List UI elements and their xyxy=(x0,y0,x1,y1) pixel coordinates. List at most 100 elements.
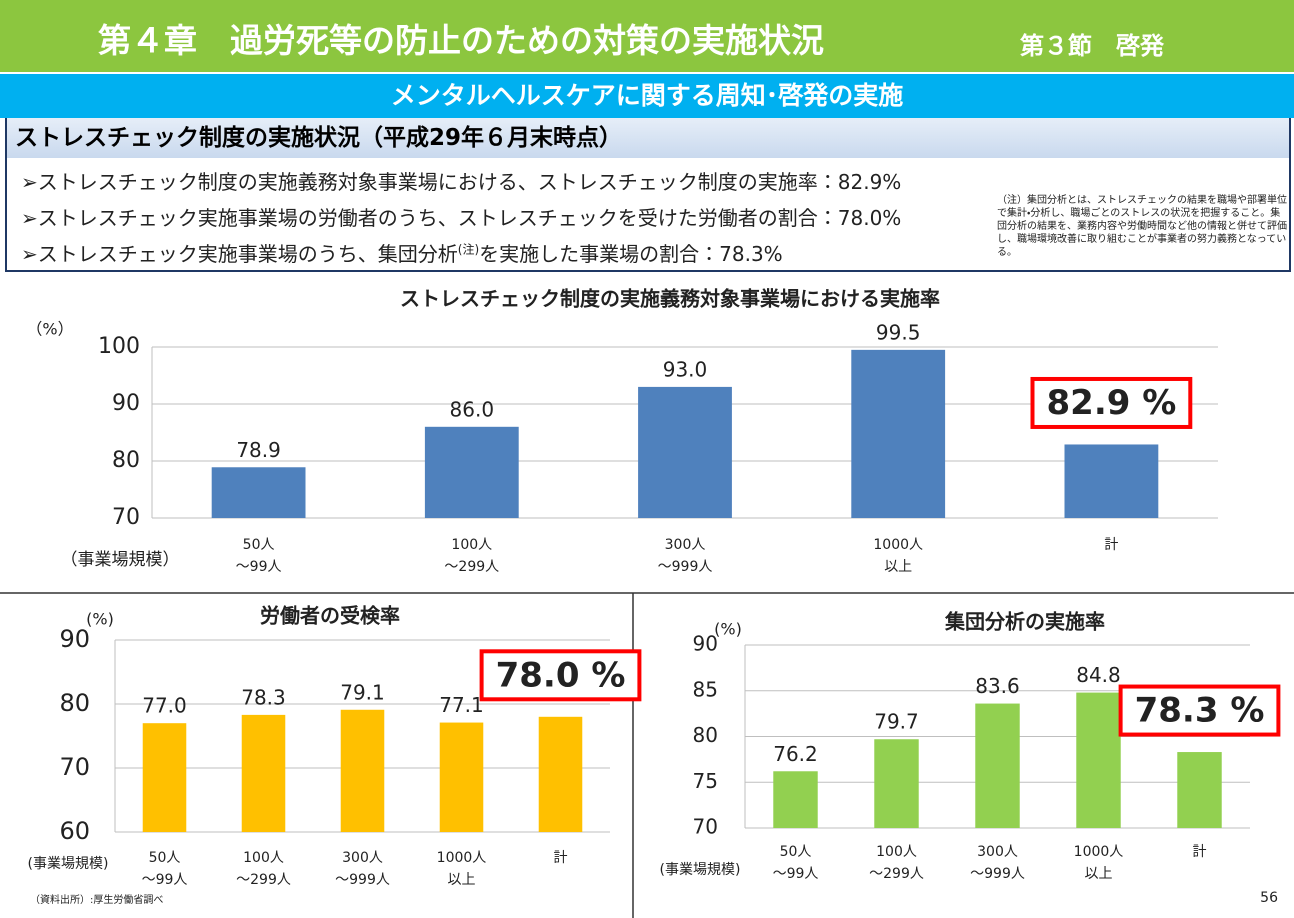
label-line: ～99人 xyxy=(773,866,819,882)
label-line: 50人 xyxy=(780,844,812,860)
bar xyxy=(211,467,306,518)
y-tick-label: 60 xyxy=(59,817,90,845)
y-tick-label: 90 xyxy=(59,625,90,653)
bar xyxy=(773,771,818,828)
label-line: 100人 xyxy=(876,844,917,860)
bar xyxy=(975,703,1020,828)
bar xyxy=(1064,444,1159,518)
x-axis-label: （事業場規模） xyxy=(61,550,180,570)
label-line: 300人 xyxy=(977,844,1018,860)
label-line: 計 xyxy=(554,850,568,866)
x-tick-label: 1000人以上 xyxy=(437,850,487,888)
label-line: ～999人 xyxy=(970,866,1025,882)
bullet-text: ストレスチェック制度の実施義務対象事業場における、ストレスチェック制度の実施率：… xyxy=(37,170,902,194)
x-tick-label: 計 xyxy=(1104,537,1118,553)
bullet-text: ストレスチェック実施事業場の労働者のうち、ストレスチェックを受けた労働者の割合：… xyxy=(37,206,902,230)
y-tick-label: 70 xyxy=(693,815,718,839)
bar xyxy=(874,739,919,828)
bullet: ストレスチェック制度の実施義務対象事業場における、ストレスチェック制度の実施率：… xyxy=(21,166,902,195)
value-label: 78.3 % xyxy=(1135,691,1265,731)
y-unit: (%) xyxy=(86,610,114,629)
y-unit: （%） xyxy=(26,320,73,339)
highlight-box xyxy=(1118,684,1281,737)
x-tick-label: 計 xyxy=(554,850,568,866)
note-ref: (注) xyxy=(457,242,480,257)
bar xyxy=(1177,752,1222,828)
bullet-text: ストレスチェック実施事業場のうち、集団分析 xyxy=(37,242,458,266)
value-label: 79.7 xyxy=(874,710,919,734)
label-line: ～299人 xyxy=(869,866,924,882)
value-label: 76.2 xyxy=(773,742,818,766)
label-line: 計 xyxy=(1193,844,1207,860)
chart-title: ストレスチェック制度の実施義務対象事業場における実施率 xyxy=(400,287,940,311)
y-unit: (%) xyxy=(714,620,742,639)
label-line: 100人 xyxy=(243,850,284,866)
x-axis-label: (事業場規模) xyxy=(660,862,741,878)
label-line: 以上 xyxy=(1085,866,1113,882)
chart-title: 労働者の受検率 xyxy=(260,604,400,628)
label-line: 以上 xyxy=(448,872,476,888)
y-tick-label: 70 xyxy=(112,505,140,530)
label-line: ～99人 xyxy=(142,872,188,888)
value-label: 77.0 xyxy=(142,694,187,718)
y-tick-label: 75 xyxy=(693,769,718,793)
value-label: 78.9 xyxy=(236,438,281,462)
bar xyxy=(1076,692,1121,828)
label-line: ～999人 xyxy=(658,559,713,575)
x-tick-label: 50人 ～99人 xyxy=(773,844,819,882)
label-line: 50人 xyxy=(149,850,181,866)
page-number: 56 xyxy=(1260,890,1278,906)
summary-box: ストレスチェック制度の実施状況（平成29年６月末時点） ストレスチェック制度の実… xyxy=(5,118,1291,272)
header-section: 第３節 啓発 xyxy=(1020,32,1164,60)
x-tick-label: 50人 ～99人 xyxy=(236,537,282,575)
y-tick-label: 80 xyxy=(112,448,140,473)
x-tick-label: 300人 ～999人 xyxy=(658,537,713,575)
bar xyxy=(851,349,946,518)
label-line: 1000人 xyxy=(1074,844,1124,860)
y-tick-label: 80 xyxy=(59,689,90,717)
value-label: 84.8 xyxy=(1076,663,1121,687)
bar xyxy=(538,716,583,832)
y-tick-label: 100 xyxy=(98,334,140,359)
subheader: メンタルヘルスケアに関する周知･啓発の実施 xyxy=(0,74,1294,118)
bar xyxy=(424,426,519,518)
value-label: 78.0 % xyxy=(496,655,626,695)
y-tick-label: 90 xyxy=(112,391,140,416)
label-line: 以上 xyxy=(884,559,912,575)
note: （注）集団分析とは、ストレスチェックの結果を職場や部署単位で集計・分析し、職場ご… xyxy=(997,195,1287,258)
x-tick-label: 50人 ～99人 xyxy=(142,850,188,888)
label-line: 1000人 xyxy=(437,850,487,866)
label-line: ～299人 xyxy=(444,559,499,575)
y-tick-label: 85 xyxy=(693,677,718,701)
label-line: ～99人 xyxy=(236,559,282,575)
header: 第４章 過労死等の防止のための対策の実施状況 第３節 啓発 xyxy=(0,0,1294,72)
x-tick-label: 100人 ～299人 xyxy=(236,850,291,888)
chart-title: 集団分析の実施率 xyxy=(944,610,1105,634)
value-label: 86.0 xyxy=(450,397,495,421)
value-label: 77.1 xyxy=(439,693,484,717)
label-line: ～299人 xyxy=(236,872,291,888)
highlight-box xyxy=(479,649,642,702)
bar xyxy=(241,714,286,832)
value-label: 78.3 xyxy=(241,685,286,709)
value-label: 93.0 xyxy=(663,357,708,381)
value-label: 82.9 % xyxy=(1047,383,1177,423)
value-label: 83.6 xyxy=(975,674,1020,698)
bar xyxy=(638,386,732,518)
x-tick-label: 300人 ～999人 xyxy=(970,844,1025,882)
bullet: ストレスチェック実施事業場のうち、集団分析(注)を実施した事業場の割合：78.3… xyxy=(21,238,783,267)
label-line: 300人 xyxy=(342,850,383,866)
highlight-box xyxy=(1030,376,1193,429)
x-tick-label: 100人 ～299人 xyxy=(869,844,924,882)
label-line: 計 xyxy=(1104,537,1118,553)
y-tick-label: 90 xyxy=(693,632,718,656)
box-title: ストレスチェック制度の実施状況（平成29年６月末時点） xyxy=(7,118,1289,158)
x-tick-label: 計 xyxy=(1193,844,1207,860)
x-axis-label: (事業場規模) xyxy=(28,856,109,872)
x-tick-label: 100人 ～299人 xyxy=(444,537,499,575)
label-line: 1000人 xyxy=(873,537,923,553)
bar xyxy=(142,723,187,832)
y-tick-label: 80 xyxy=(693,723,718,747)
